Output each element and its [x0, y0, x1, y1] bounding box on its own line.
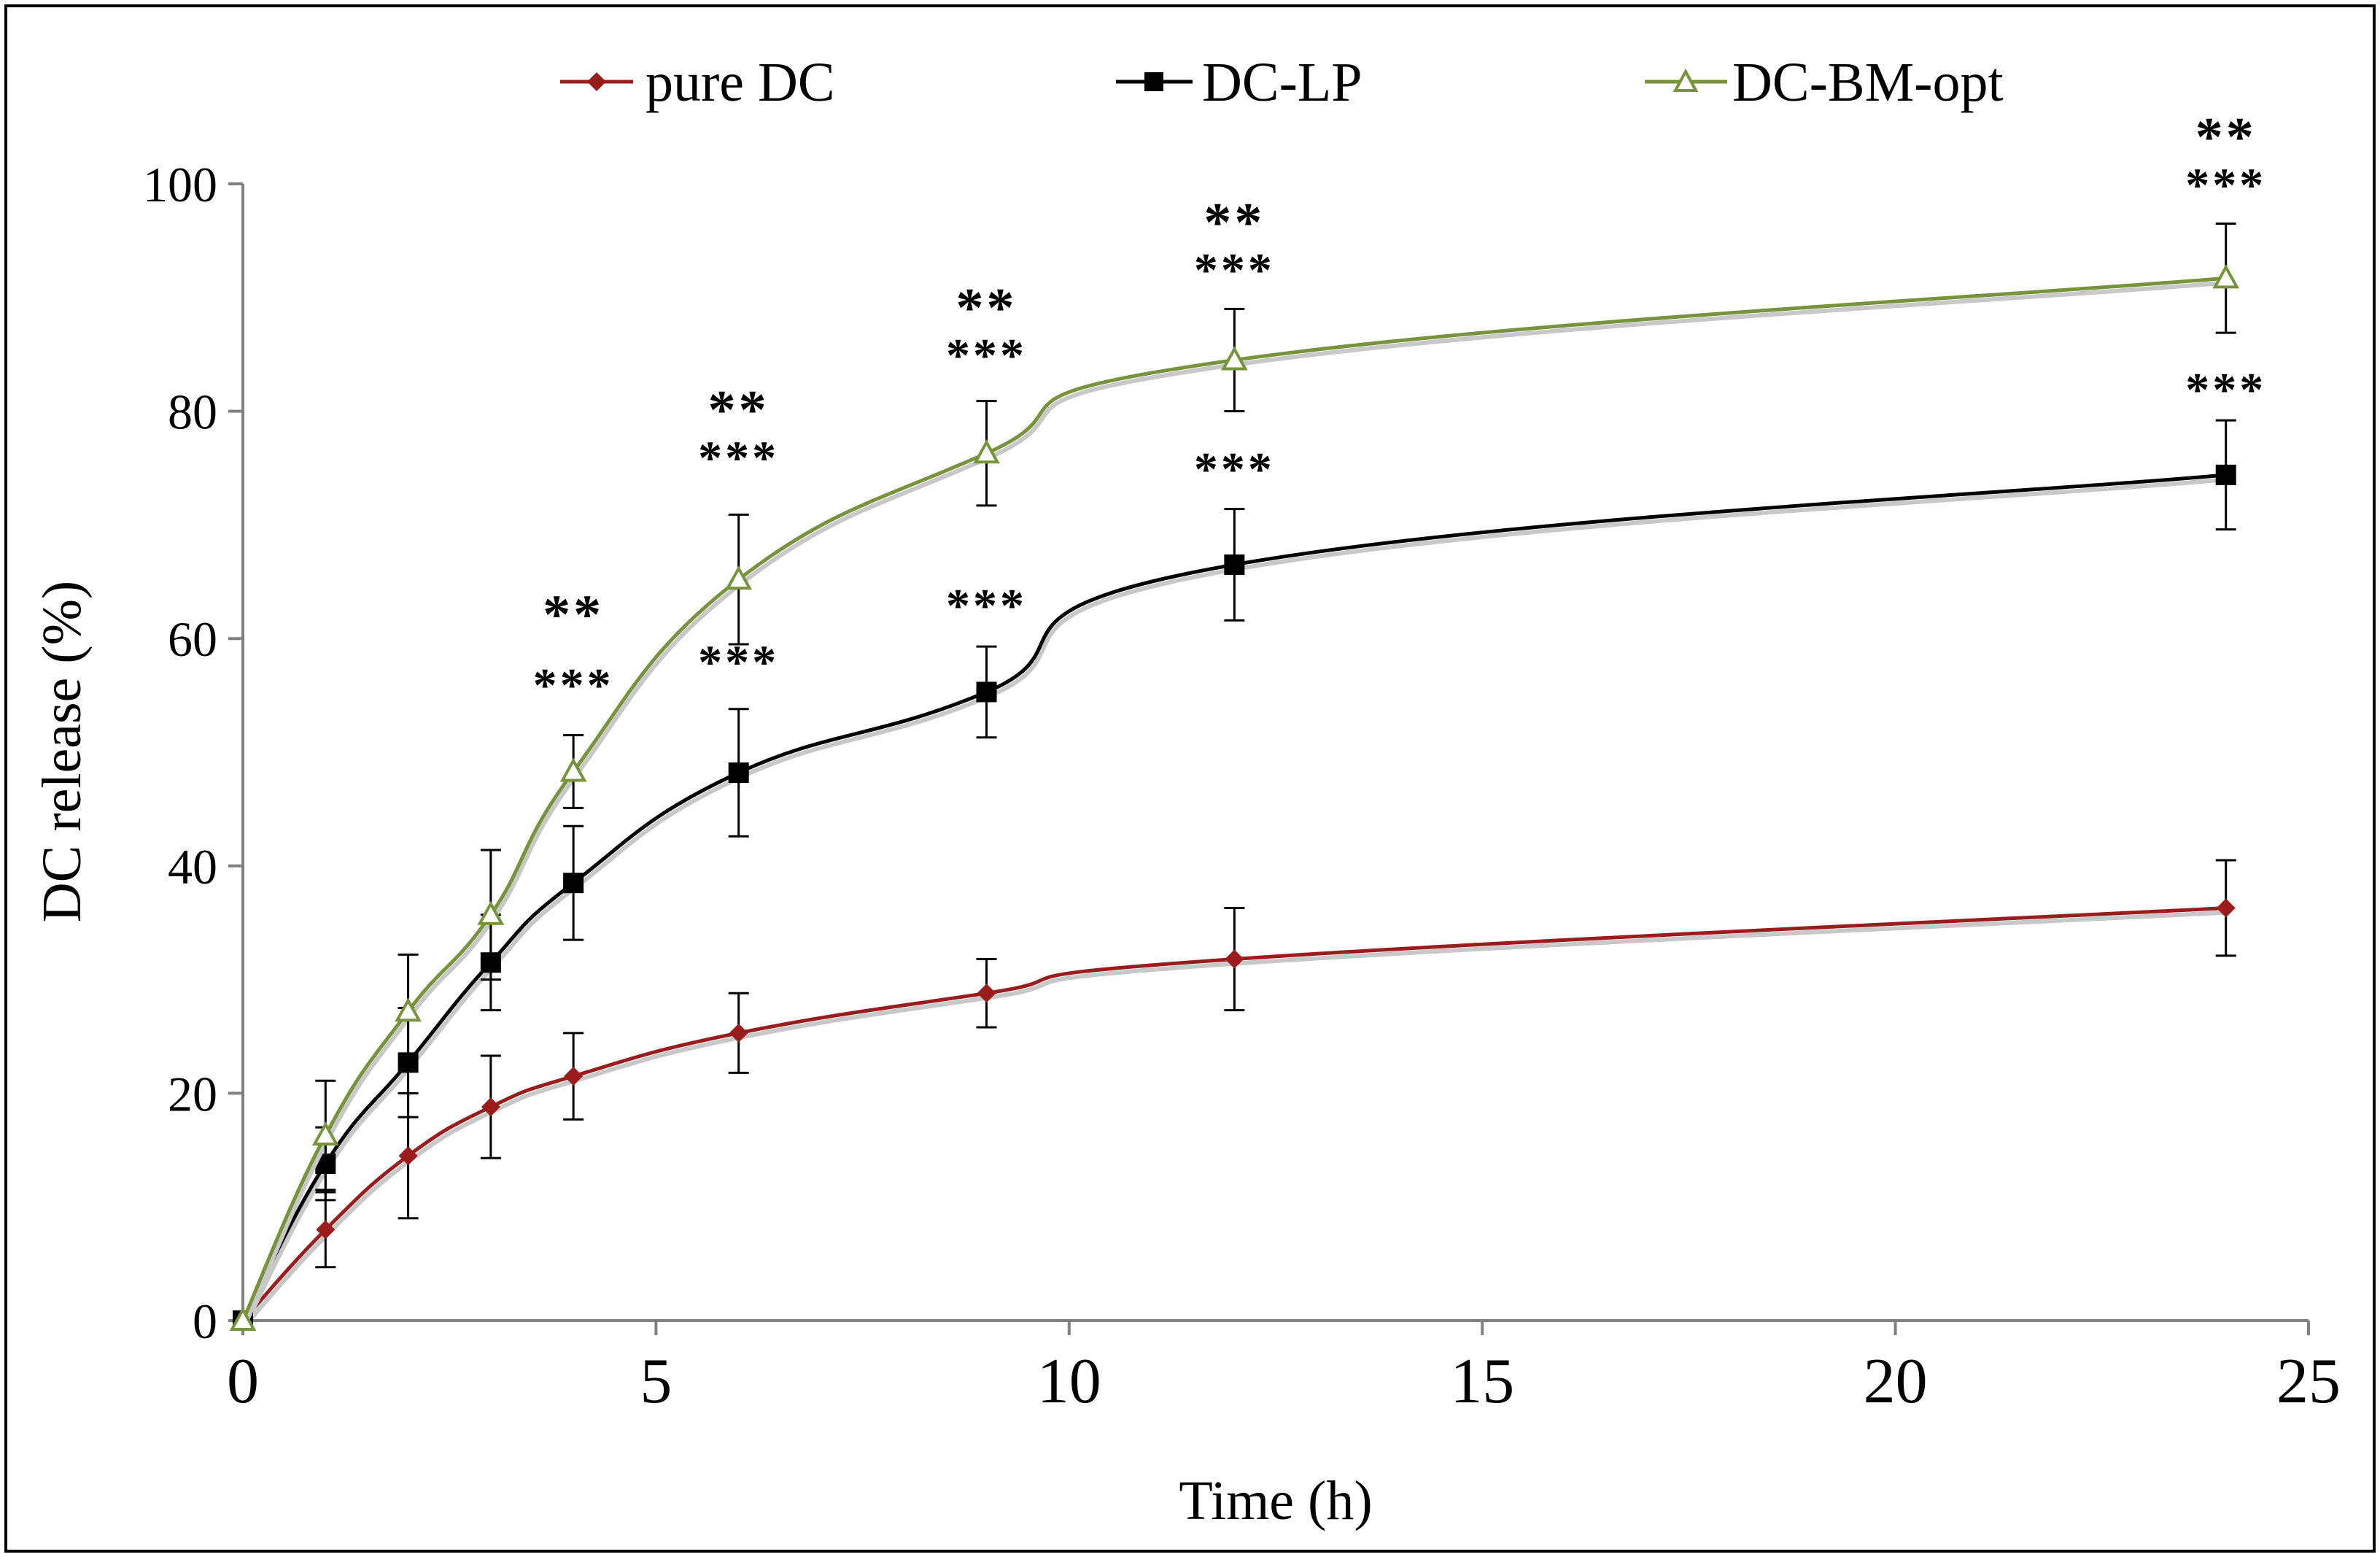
axis-ticks: 0 20 40 60 80 100 0 5 10 15 20 25 [143, 157, 2341, 1417]
data-point-dc-bm-opt [477, 900, 505, 925]
data-point-dc-bm-opt [1220, 346, 1248, 371]
significance-label: *** [946, 579, 1027, 633]
y-tick-label: 0 [193, 1294, 217, 1349]
significance-label: ** [708, 379, 770, 441]
legend-marker-dc-lp [1144, 72, 1163, 91]
series-pure-dc [233, 859, 2236, 1330]
data-point-pure-dc [1225, 949, 1244, 969]
data-point-pure-dc [564, 1067, 584, 1086]
significance-label: ** [956, 277, 1017, 339]
significance-label: ** [1203, 192, 1265, 253]
data-point-pure-dc [729, 1023, 748, 1043]
annotation-layer: ************************************* [533, 107, 2266, 712]
legend-item-pure-dc: pure DC [560, 52, 835, 113]
series-dc-bm-opt [229, 223, 2240, 1331]
figure-frame [4, 4, 2376, 1553]
legend-item-dc-bm-opt: DC-BM-opt [1645, 52, 2004, 113]
significance-label: *** [2185, 158, 2266, 212]
significance-label: *** [1194, 244, 1275, 297]
x-tick-label: 5 [640, 1346, 672, 1417]
data-point-dc-lp [976, 681, 997, 703]
significance-label: *** [946, 329, 1027, 382]
data-point-pure-dc [316, 1220, 336, 1240]
data-point-dc-lp [1224, 554, 1245, 575]
legend: pure DC DC-LP DC-BM-opt [560, 52, 2004, 113]
data-point-pure-dc [2216, 898, 2236, 918]
legend-item-dc-lp: DC-LP [1116, 52, 1363, 113]
data-point-dc-lp [728, 762, 749, 784]
significance-label: *** [533, 659, 614, 712]
data-point-dc-bm-opt [725, 565, 753, 590]
y-tick-label: 80 [168, 385, 217, 440]
legend-label-dc-bm-opt: DC-BM-opt [1732, 52, 2004, 113]
data-point-dc-lp [2215, 464, 2236, 485]
x-tick-label: 0 [227, 1346, 259, 1417]
data-point-dc-bm-opt [395, 997, 422, 1022]
y-tick-label: 100 [143, 157, 217, 212]
data-point-pure-dc [398, 1146, 418, 1166]
data-point-dc-bm-opt [973, 439, 1000, 464]
data-point-dc-bm-opt [559, 757, 587, 782]
x-axis-title: Time (h) [1179, 1470, 1372, 1531]
series-shadow-dc-lp [243, 476, 2228, 1326]
x-tick-label: 25 [2276, 1346, 2341, 1417]
data-point-dc-bm-opt [311, 1121, 339, 1146]
legend-label-dc-lp: DC-LP [1202, 52, 1363, 113]
significance-label: *** [698, 636, 779, 689]
y-tick-label: 20 [168, 1066, 217, 1121]
y-axis-title: DC release (%) [31, 581, 93, 922]
significance-label: *** [2185, 363, 2266, 417]
data-point-dc-lp [563, 873, 584, 894]
y-tick-label: 60 [168, 611, 217, 667]
significance-label: ** [2195, 107, 2257, 168]
legend-marker-pure-dc [587, 72, 606, 91]
data-point-pure-dc [977, 984, 996, 1003]
legend-marker-dc-bm-opt [1672, 68, 1699, 92]
significance-label: *** [1194, 443, 1275, 496]
series-line-pure-dc [241, 905, 2226, 1322]
x-tick-label: 10 [1037, 1346, 1101, 1417]
data-point-dc-bm-opt [2212, 264, 2240, 289]
series-shadow-pure-dc [243, 910, 2228, 1327]
x-tick-label: 20 [1864, 1346, 1928, 1417]
y-tick-label: 40 [168, 839, 217, 895]
series-layer [229, 223, 2240, 1331]
legend-label-pure-dc: pure DC [646, 52, 835, 113]
significance-label: *** [698, 431, 779, 484]
data-point-dc-bm-opt [229, 1306, 257, 1331]
data-point-pure-dc [481, 1097, 500, 1117]
series-line-dc-lp [241, 473, 2226, 1322]
significance-label: ** [543, 584, 604, 645]
x-tick-label: 15 [1450, 1346, 1514, 1417]
